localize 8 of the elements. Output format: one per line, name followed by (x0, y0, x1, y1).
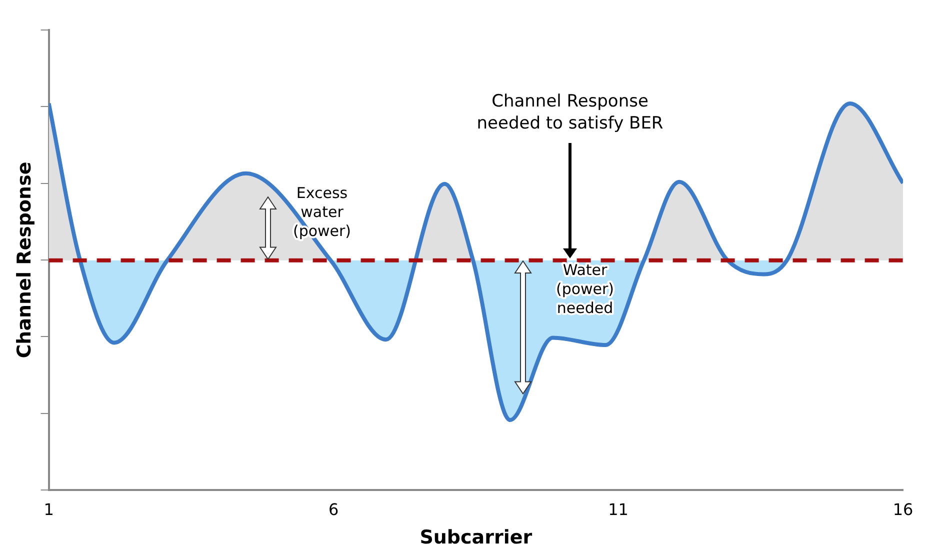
x-tick-label: 6 (328, 500, 339, 519)
x-tick-label: 16 (892, 500, 914, 519)
annotation: Channel Response needed to satisfy BER (476, 91, 664, 134)
x-tick-label: 1 (44, 500, 54, 519)
x-axis-title: Subcarrier (420, 526, 533, 549)
x-tick-label: 11 (608, 500, 628, 519)
y-axis-title: Channel Response (13, 162, 36, 358)
annotation: Water (power) needed (556, 260, 614, 317)
